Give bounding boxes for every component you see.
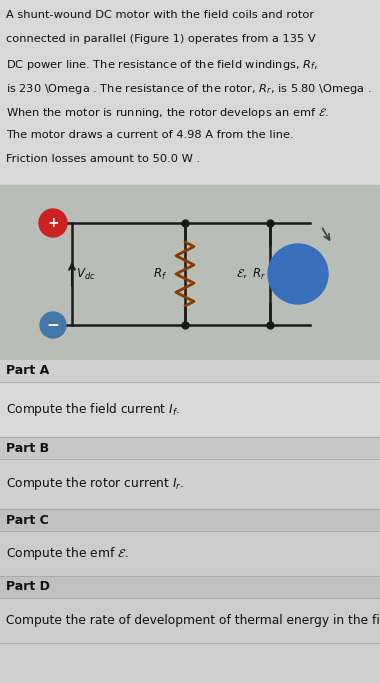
Text: is 230 \Omega . The resistance of the rotor, $R_r$, is 5.80 \Omega .: is 230 \Omega . The resistance of the ro…	[6, 82, 372, 96]
Text: When the motor is running, the rotor develops an emf $\mathcal{E}$.: When the motor is running, the rotor dev…	[6, 106, 329, 120]
Circle shape	[268, 244, 328, 304]
Text: Part B: Part B	[6, 441, 49, 454]
Bar	[0, 509, 380, 531]
Text: $R_f$: $R_f$	[153, 266, 167, 281]
Text: $V_{dc}$: $V_{dc}$	[76, 266, 96, 281]
Text: Compute the rotor current $I_r$.: Compute the rotor current $I_r$.	[6, 475, 184, 492]
Text: The motor draws a current of 4.98 A from the line.: The motor draws a current of 4.98 A from…	[6, 130, 294, 140]
Bar	[0, 598, 380, 643]
Text: +: +	[47, 216, 59, 230]
Bar	[0, 0, 380, 185]
Text: Part D: Part D	[6, 581, 50, 594]
Bar	[0, 185, 380, 360]
Text: Part C: Part C	[6, 514, 49, 527]
Bar	[0, 459, 380, 509]
Text: connected in parallel (Figure 1) operates from a 135 V: connected in parallel (Figure 1) operate…	[6, 34, 316, 44]
Text: A shunt-wound DC motor with the field coils and rotor: A shunt-wound DC motor with the field co…	[6, 10, 314, 20]
Bar	[0, 576, 380, 598]
Circle shape	[39, 209, 67, 237]
Text: $\mathcal{E},\ R_r$: $\mathcal{E},\ R_r$	[236, 266, 266, 281]
Circle shape	[40, 312, 66, 338]
Bar	[0, 382, 380, 437]
Text: Compute the field current $I_f$.: Compute the field current $I_f$.	[6, 401, 180, 418]
Bar	[0, 437, 380, 459]
Text: Friction losses amount to 50.0 W .: Friction losses amount to 50.0 W .	[6, 154, 200, 164]
Text: Compute the rate of development of thermal energy in the field windings: Compute the rate of development of therm…	[6, 614, 380, 627]
Text: −: −	[47, 318, 59, 333]
Bar	[0, 531, 380, 576]
Bar	[0, 360, 380, 382]
Text: DC power line. The resistance of the field windings, $R_f$,: DC power line. The resistance of the fie…	[6, 58, 318, 72]
Text: Part A: Part A	[6, 365, 49, 378]
Text: Compute the emf $\mathcal{E}$.: Compute the emf $\mathcal{E}$.	[6, 545, 129, 562]
